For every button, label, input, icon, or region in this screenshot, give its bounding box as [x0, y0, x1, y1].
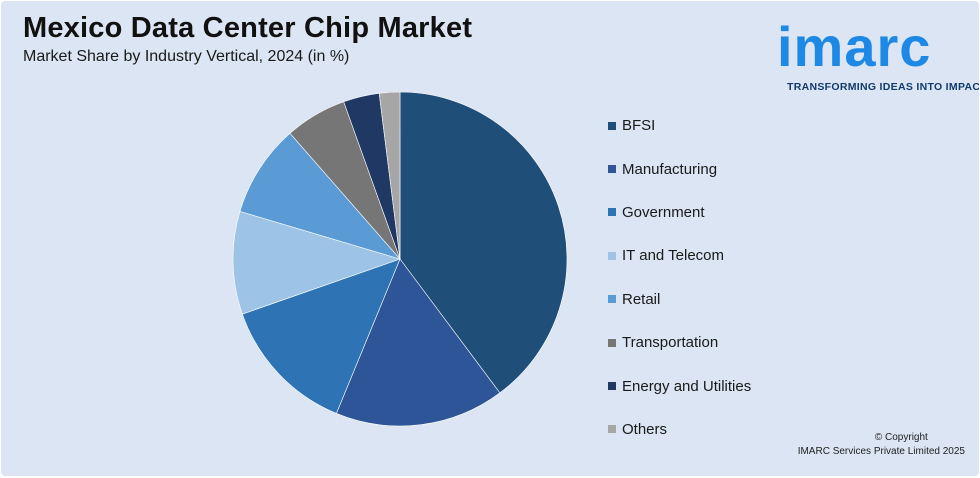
legend-item-others: Others — [608, 408, 751, 451]
legend-swatch — [608, 251, 616, 260]
chart-legend: BFSI Manufacturing Government IT and Teleco… — [608, 104, 751, 451]
pie-slice-government — [241, 258, 401, 414]
pie-slice-others — [378, 91, 401, 260]
pie-slice-retail — [239, 132, 401, 260]
pie-slice-bfsi — [399, 91, 568, 394]
legend-swatch — [608, 165, 616, 174]
legend-item-it-and-telecom: IT and Telecom — [608, 234, 751, 277]
pie-slice-manufacturing — [336, 258, 501, 427]
logo-tagline: TRANSFORMING IDEAS INTO IMPACT — [787, 81, 979, 93]
pie-slice-it-and-telecom — [232, 211, 401, 315]
legend-item-energy-and-utilities: Energy and Utilities — [608, 364, 751, 407]
legend-swatch — [608, 121, 616, 130]
legend-item-manufacturing: Manufacturing — [608, 147, 751, 190]
legend-swatch — [608, 295, 616, 304]
legend-swatch — [608, 208, 616, 217]
legend-item-government: Government — [608, 191, 751, 234]
legend-label: Transportation — [622, 334, 719, 352]
copyright-notice: © Copyright IMARC Services Private Limit… — [798, 431, 965, 459]
legend-label: IT and Telecom — [622, 247, 725, 265]
legend-label: BFSI — [622, 117, 656, 135]
legend-label: Energy and Utilities — [622, 377, 752, 395]
chart-subtitle: Market Share by Industry Vertical, 2024 … — [23, 48, 350, 65]
copyright-line-2: IMARC Services Private Limited 2025 — [797, 446, 965, 457]
legend-item-retail: Retail — [608, 278, 751, 321]
legend-label: Government — [622, 203, 705, 221]
legend-item-bfsi: BFSI — [608, 104, 751, 147]
copyright-line-1: © Copyright — [874, 432, 928, 443]
imarc-logo: imarc TRANSFORMING IDEAS INTO IMPACT — [777, 11, 979, 97]
legend-label: Manufacturing — [622, 160, 718, 178]
legend-swatch — [608, 338, 616, 347]
legend-item-transportation: Transportation — [608, 321, 751, 364]
logo-wordmark: imarc — [777, 15, 932, 78]
legend-swatch — [608, 425, 616, 434]
chart-title: Mexico Data Center Chip Market — [23, 12, 473, 44]
legend-swatch — [608, 382, 616, 391]
legend-label: Retail — [622, 290, 661, 308]
legend-label: Others — [622, 420, 668, 438]
